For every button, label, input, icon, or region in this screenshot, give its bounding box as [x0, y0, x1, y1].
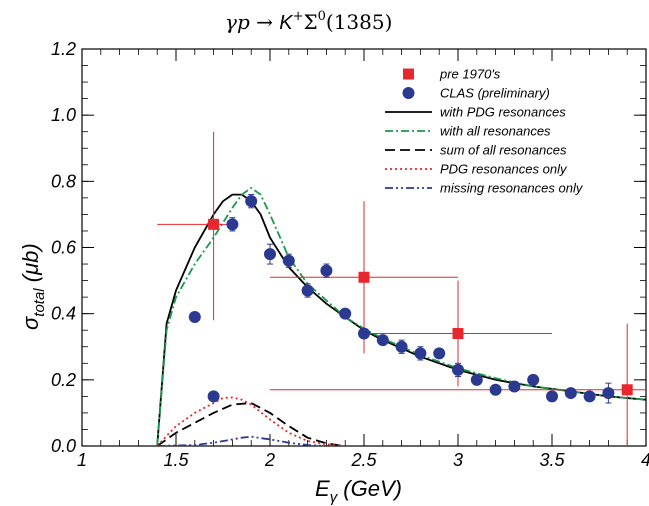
- curve-pdg-resonances-only: [156, 396, 346, 446]
- title-kaon-charge: +: [293, 9, 304, 24]
- pre1970-point: [208, 218, 220, 230]
- chart-title: γp → K+Σ0(1385): [225, 9, 392, 34]
- pre1970-point: [621, 384, 633, 396]
- clas-point: [433, 347, 446, 360]
- legend-label-with-pdg-resonances: with PDG resonances: [440, 105, 566, 120]
- legend-label-sum-of-all-resonances: sum of all resonances: [440, 143, 567, 158]
- x-axis-title: Eγ (GeV): [315, 476, 402, 506]
- curve-with-pdg-resonances: [156, 193, 646, 446]
- x-tick-label: 4: [641, 450, 649, 470]
- clas-point: [301, 284, 314, 297]
- title-reaction-lhs: γp →: [225, 10, 279, 34]
- clas-point: [508, 380, 521, 393]
- pre1970-point: [358, 271, 370, 283]
- x-axis-symbol: E: [315, 476, 330, 501]
- clas-point: [470, 373, 483, 386]
- clas-point: [602, 387, 615, 400]
- legend-label-clas-preliminary: CLAS (preliminary): [440, 86, 550, 101]
- legend: pre 1970's CLAS (preliminary) with PDG res…: [385, 67, 584, 196]
- y-axis-title: σtotal (μb): [18, 243, 48, 330]
- y-tick-label: 1.0: [51, 105, 76, 125]
- clas-point: [414, 347, 427, 360]
- x-tick-label: 1: [77, 450, 87, 470]
- clas-point: [226, 218, 239, 231]
- clas-point: [264, 248, 276, 261]
- clas-point: [320, 264, 333, 277]
- y-axis-symbol: σ: [18, 316, 43, 330]
- legend-label-missing-resonances-only: missing resonances only: [440, 181, 584, 196]
- clas-point: [452, 363, 464, 376]
- y-tick-label: 1.2: [51, 39, 76, 59]
- plot-area: 1 1.5 2 2.5 3 3.5 4 0.0 0.2 0.4 0.6 0.8 1.0 1.2 pre 19…: [51, 39, 649, 470]
- legend-label-with-all-resonances: with all resonances: [440, 124, 551, 139]
- clas-point: [339, 307, 352, 320]
- y-axis-subscript: total: [31, 288, 48, 317]
- legend-swatch-pre-1970-s: [403, 68, 414, 80]
- clas-point: [376, 334, 389, 347]
- y-tick-label: 0.0: [51, 436, 76, 456]
- clas-point: [564, 387, 577, 400]
- y-axis-unit: (μb): [18, 243, 43, 288]
- clas-point: [358, 327, 370, 340]
- clas-point: [546, 390, 558, 403]
- legend-label-pdg-resonances-only: PDG resonances only: [440, 162, 568, 177]
- legend-label-pre-1970-s: pre 1970's: [439, 67, 501, 82]
- pre1970-point: [452, 328, 464, 340]
- title-kaon: K: [279, 12, 294, 34]
- curve-sum-of-all-resonances: [156, 402, 346, 446]
- y-tick-label: 0.6: [51, 238, 77, 258]
- clas-point: [583, 390, 596, 403]
- title-mass: (1385): [326, 10, 393, 34]
- legend-swatch-clas-preliminary: [402, 87, 415, 99]
- x-axis-unit: (GeV): [337, 476, 402, 501]
- clas-point: [527, 373, 540, 386]
- clas-point: [188, 310, 201, 323]
- clas-point: [395, 340, 408, 353]
- clas-point: [282, 254, 295, 267]
- clas-point: [245, 195, 258, 208]
- x-tick-label: 3: [453, 450, 463, 470]
- title-sigma: Σ: [303, 10, 317, 34]
- y-tick-label: 0.2: [51, 370, 76, 390]
- y-tick-label: 0.8: [51, 171, 76, 191]
- plot-content: [156, 131, 646, 446]
- y-tick-label: 0.4: [51, 304, 76, 324]
- x-tick-label: 3.5: [539, 450, 565, 470]
- clas-point: [489, 383, 502, 396]
- x-tick-label: 2: [264, 450, 275, 470]
- x-axis-subscript: γ: [330, 489, 339, 506]
- title-sigma-charge: 0: [318, 9, 326, 24]
- curve-missing-resonances-only: [157, 435, 327, 446]
- clas-point: [207, 390, 220, 403]
- x-tick-label: 2.5: [350, 450, 377, 470]
- x-tick-label: 1.5: [163, 450, 189, 470]
